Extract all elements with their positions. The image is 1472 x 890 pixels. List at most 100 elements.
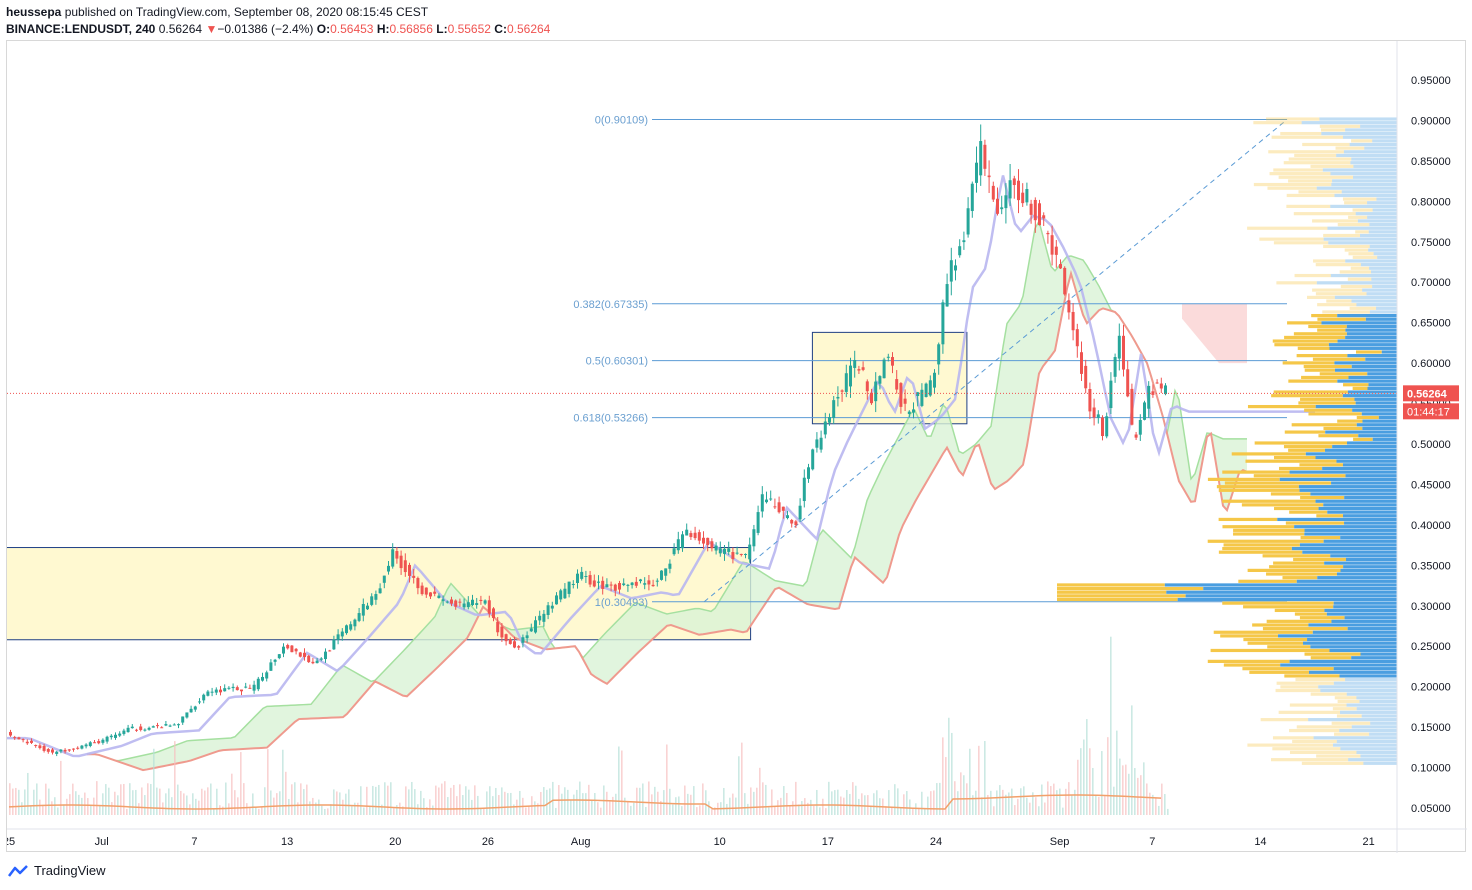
volume-bar [1062, 807, 1064, 815]
candle-body [399, 555, 403, 569]
volume-profile-up [1282, 361, 1335, 365]
volume-profile-down [1185, 594, 1397, 598]
candle-body [1054, 246, 1058, 255]
volume-bar [765, 784, 767, 815]
volume-bar [555, 807, 557, 815]
volume-bar [327, 808, 329, 815]
chart-pane[interactable]: 0(0.90109) 0.382(0.67335) 0.5(0.60301) 0.61… [6, 40, 1467, 853]
volume-bar [615, 793, 617, 815]
volume-profile-down [1323, 539, 1397, 543]
candle-body [790, 519, 794, 524]
price-chart[interactable]: 0(0.90109) 0.382(0.67335) 0.5(0.60301) 0.61… [7, 41, 1467, 853]
volume-bar [738, 756, 740, 815]
volume-bar [1023, 786, 1025, 815]
volume-profile-up [1238, 579, 1297, 583]
volume-profile-up [1293, 332, 1347, 336]
volume-profile-down [1377, 255, 1397, 259]
volume-bar [1146, 783, 1148, 815]
volume-bar [1080, 748, 1082, 815]
x-tick-label: 7 [1149, 836, 1155, 848]
volume-bar [864, 795, 866, 815]
volume-profile-down [1372, 437, 1397, 441]
volume-bar [969, 748, 971, 815]
y-tick-label: 0.95000 [1411, 75, 1451, 87]
candle-body [408, 564, 411, 576]
volume-bar [255, 806, 257, 815]
volume-profile-up [1266, 619, 1332, 623]
publisher-name[interactable]: heussepa [6, 5, 62, 19]
candle-body [546, 605, 550, 615]
volume-bar [66, 798, 68, 815]
volume-bar [81, 797, 83, 815]
candle-body [576, 573, 579, 583]
volume-bar [684, 785, 686, 815]
volume-profile-up [1337, 699, 1360, 704]
volume-bar [246, 803, 248, 815]
volume-bar [39, 799, 41, 815]
volume-profile-up [1262, 627, 1348, 631]
volume-profile-up [1207, 539, 1324, 543]
volume-profile-up [1267, 186, 1317, 190]
volume-profile-down [1305, 452, 1397, 456]
volume-profile-up [1278, 175, 1354, 179]
volume-profile-up [1272, 339, 1338, 343]
volume-profile-down [1345, 557, 1397, 562]
volume-profile-down [1343, 514, 1397, 518]
volume-profile-up [1289, 728, 1340, 733]
volume-bar [1050, 786, 1052, 815]
candle-body [580, 571, 584, 579]
volume-bar [411, 781, 413, 815]
candle-body [1113, 357, 1117, 377]
candle-body [433, 591, 437, 594]
volume-bar [771, 789, 773, 815]
candle-body [483, 600, 487, 604]
volume-bar [873, 793, 875, 815]
low-label: L: [436, 22, 448, 36]
candle-body [492, 608, 495, 619]
candle-body [924, 383, 928, 398]
volume-profile-up [1253, 121, 1302, 125]
volume-profile-down [1279, 477, 1397, 481]
candle-body [265, 672, 269, 679]
volume-bar [645, 806, 647, 815]
candle-body [1004, 195, 1008, 209]
candle-body [996, 198, 999, 214]
candle-body [529, 628, 533, 632]
candle-body [454, 600, 458, 607]
volume-bar [957, 791, 959, 815]
volume-profile-down [1312, 630, 1397, 634]
tradingview-brand[interactable]: TradingView [8, 863, 106, 878]
y-tick-label: 0.30000 [1411, 601, 1451, 613]
volume-profile-down [1336, 739, 1397, 744]
candle-body [160, 727, 164, 729]
volume-profile-down [1351, 364, 1397, 369]
volume-bar [324, 808, 326, 815]
volume-bar [408, 789, 410, 815]
volume-profile-down [1337, 379, 1397, 383]
volume-bar [726, 803, 728, 815]
volume-bar [150, 783, 152, 815]
volume-bar [489, 786, 491, 815]
volume-bar [396, 805, 398, 815]
symbol-label[interactable]: BINANCE:LENDUSDT, 240 [6, 22, 156, 36]
volume-bar [384, 782, 386, 815]
volume-profile-down [1299, 488, 1397, 492]
volume-bar [219, 805, 221, 815]
volume-profile-down [1334, 193, 1397, 198]
volume-bar [465, 786, 467, 815]
volume-bar [483, 808, 485, 815]
fib-level-label: 0.382(0.67335) [573, 299, 648, 311]
candle-body [571, 583, 575, 586]
candle-body [340, 631, 344, 637]
volume-profile-down [1166, 590, 1397, 594]
y-tick-label: 0.70000 [1411, 277, 1451, 289]
volume-profile-up [1352, 208, 1373, 212]
volume-profile-up [1332, 707, 1357, 711]
candle-body [202, 694, 206, 701]
volume-profile-down [1278, 634, 1397, 638]
volume-profile-up [1308, 324, 1347, 329]
volume-bar [1071, 794, 1073, 815]
volume-bar [30, 805, 32, 815]
volume-bar [9, 783, 11, 815]
volume-profile-up [1213, 630, 1313, 634]
